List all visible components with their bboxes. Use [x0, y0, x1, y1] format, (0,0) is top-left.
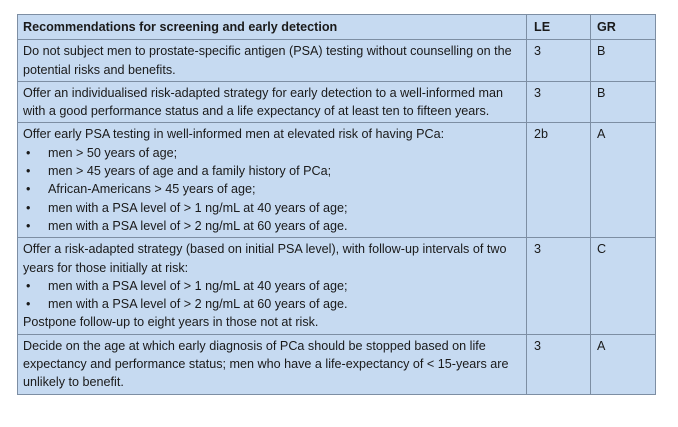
list-item-text: African-Americans > 45 years of age;: [48, 182, 256, 197]
header-le: LE: [526, 13, 591, 41]
list-item-text: men with a PSA level of > 2 ng/mL at 60 …: [48, 297, 348, 312]
gr-cell: B: [590, 39, 656, 82]
gr-cell: C: [590, 237, 656, 335]
table-row: Offer a risk-adapted strategy (based on …: [17, 237, 656, 335]
gr-cell: A: [590, 122, 656, 239]
list-item: • men with a PSA level of > 1 ng/mL at 40…: [23, 199, 521, 217]
recommendation-text: Offer early PSA testing in well-informed…: [23, 127, 445, 142]
gr-cell: B: [590, 80, 656, 124]
list-item-text: men > 50 years of age;: [48, 145, 178, 160]
bullet-list: • men > 50 years of age; • men > 45 years …: [23, 144, 521, 235]
recommendation-cell: Decide on the age at which early diagnos…: [17, 333, 527, 395]
list-item: • men with a PSA level of > 2 ng/mL at 60…: [23, 217, 521, 235]
recommendation-cell: Offer early PSA testing in well-informed…: [17, 122, 527, 239]
table-row: Do not subject men to prostate-specific …: [17, 39, 656, 82]
table-row: Offer an individualised risk-adapted str…: [17, 80, 656, 124]
bullet-icon: •: [26, 182, 31, 197]
le-cell: 2b: [526, 122, 591, 239]
le-cell: 3: [526, 39, 591, 82]
recommendations-table: Recommendations for screening and early …: [17, 13, 656, 395]
le-cell: 3: [526, 237, 591, 335]
recommendation-text: Offer a risk-adapted strategy (based on …: [23, 242, 507, 275]
list-item: • men > 45 years of age and a family hist…: [23, 162, 521, 180]
gr-cell: A: [590, 333, 656, 395]
bullet-icon: •: [26, 200, 31, 215]
list-item-text: men with a PSA level of > 1 ng/mL at 40 …: [48, 278, 348, 293]
header-gr: GR: [590, 13, 656, 41]
bullet-icon: •: [26, 218, 31, 233]
bullet-icon: •: [26, 297, 31, 312]
recommendation-cell: Offer an individualised risk-adapted str…: [17, 80, 527, 124]
list-item: • men > 50 years of age;: [23, 144, 521, 162]
list-item: • men with a PSA level of > 1 ng/mL at 40…: [23, 277, 521, 295]
list-item-text: men with a PSA level of > 1 ng/mL at 40 …: [48, 200, 348, 215]
bullet-icon: •: [26, 278, 31, 293]
list-item: • men with a PSA level of > 2 ng/mL at 60…: [23, 295, 521, 313]
bullet-icon: •: [26, 145, 31, 160]
recommendations-table-container: Recommendations for screening and early …: [17, 13, 656, 395]
list-item-text: men with a PSA level of > 2 ng/mL at 60 …: [48, 218, 348, 233]
le-cell: 3: [526, 80, 591, 124]
table-row: Offer early PSA testing in well-informed…: [17, 122, 656, 239]
recommendation-text: Decide on the age at which early diagnos…: [23, 338, 509, 390]
table-row: Decide on the age at which early diagnos…: [17, 333, 656, 395]
header-recommendation: Recommendations for screening and early …: [17, 13, 527, 41]
bullet-icon: •: [26, 164, 31, 179]
header-row: Recommendations for screening and early …: [17, 13, 656, 41]
recommendation-text: Do not subject men to prostate-specific …: [23, 44, 512, 77]
le-cell: 3: [526, 333, 591, 395]
list-item-text: men > 45 years of age and a family histo…: [48, 164, 332, 179]
list-item: • African-Americans > 45 years of age;: [23, 180, 521, 198]
recommendation-followup-text: Postpone follow-up to eight years in tho…: [23, 315, 319, 330]
recommendation-text: Offer an individualised risk-adapted str…: [23, 85, 503, 119]
recommendation-cell: Offer a risk-adapted strategy (based on …: [17, 237, 527, 335]
recommendation-cell: Do not subject men to prostate-specific …: [17, 39, 527, 82]
bullet-list: • men with a PSA level of > 1 ng/mL at 40…: [23, 277, 521, 314]
